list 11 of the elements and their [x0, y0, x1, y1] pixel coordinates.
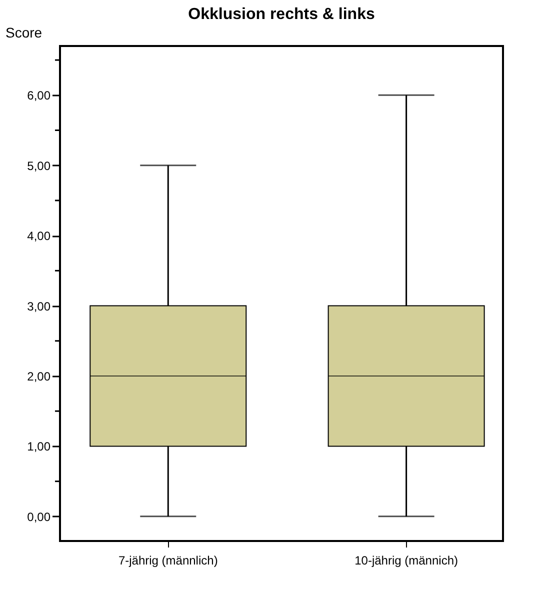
y-tick-label: 2,00 [27, 370, 51, 384]
y-tick-label: 3,00 [27, 299, 51, 314]
x-tick-label: 7-jährig (männlich) [118, 554, 218, 568]
y-tick-label: 1,00 [27, 440, 51, 454]
y-tick-label: 5,00 [27, 158, 51, 173]
x-tick-label: 10-jährig (männich) [354, 554, 458, 568]
y-tick-label: 6,00 [27, 88, 51, 103]
chart-title: Okklusion rechts & links [188, 6, 375, 23]
y-tick-label: 4,00 [27, 229, 51, 244]
y-tick-label: 0,00 [27, 510, 51, 524]
y-axis-title: Score [6, 24, 42, 40]
